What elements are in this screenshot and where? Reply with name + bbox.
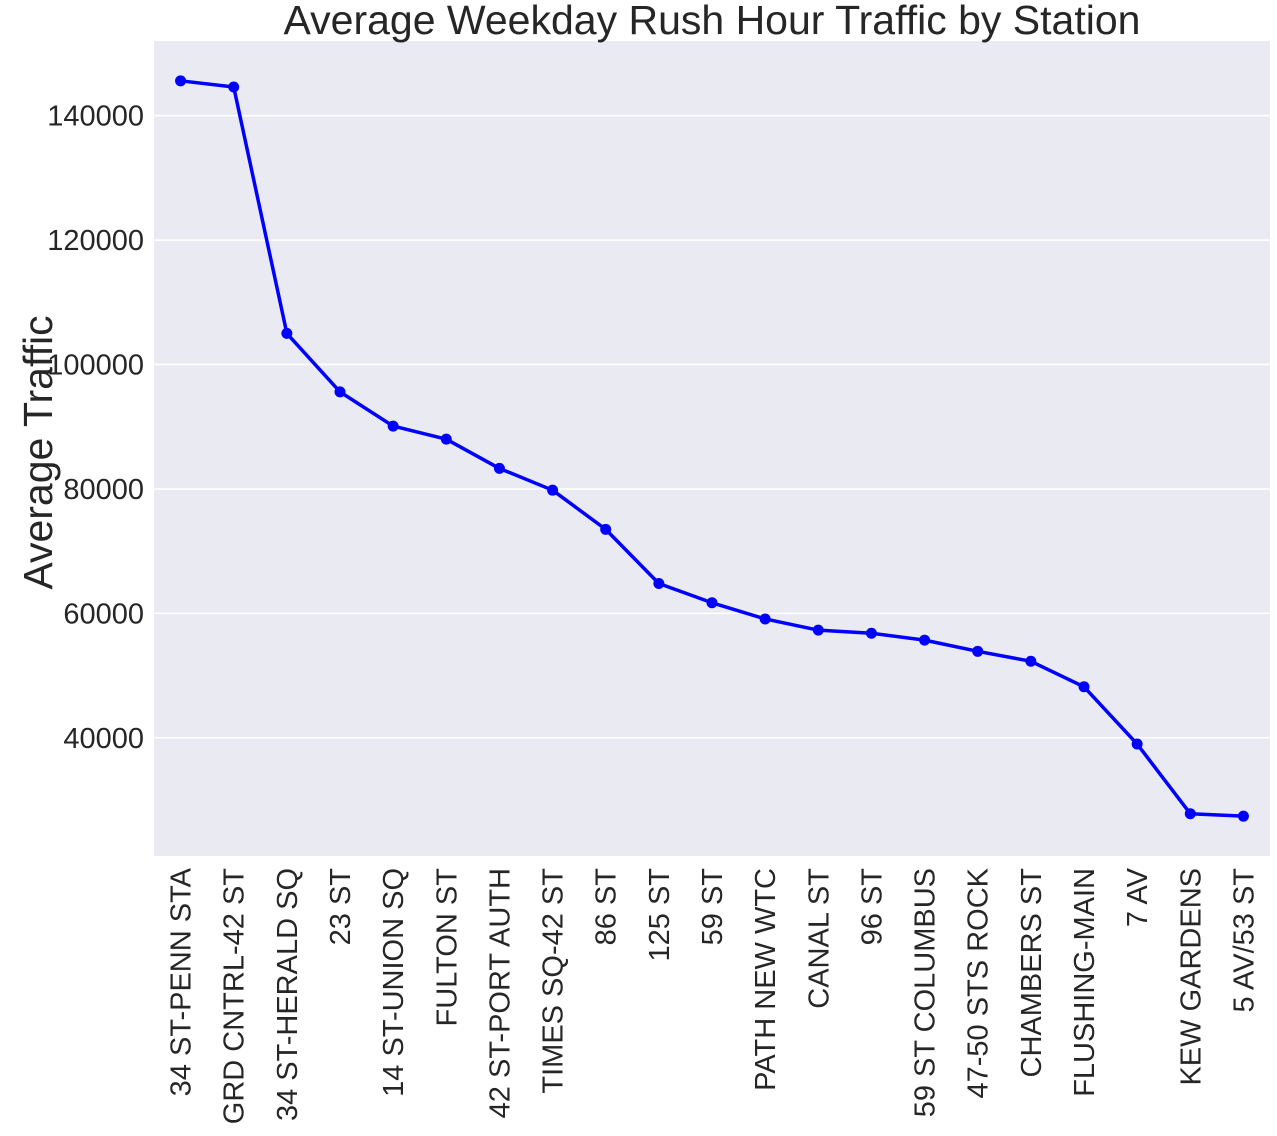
data-points <box>175 75 1249 822</box>
data-point <box>1025 655 1037 667</box>
x-tick-label: 59 ST COLUMBUS <box>910 868 942 1117</box>
data-point <box>600 523 612 535</box>
x-tick-label: PATH NEW WTC <box>750 868 782 1091</box>
x-tick-label: KEW GARDENS <box>1175 868 1207 1086</box>
x-tick-label: 7 AV <box>1122 867 1154 927</box>
x-tick-label: TIMES SQ-42 ST <box>538 868 570 1094</box>
data-point <box>759 613 771 625</box>
data-point <box>706 597 718 609</box>
y-tick-label: 60000 <box>63 598 144 630</box>
x-tick-label: 42 ST-PORT AUTH <box>484 868 516 1118</box>
data-point <box>1184 808 1196 820</box>
x-tick-label: 34 ST-HERALD SQ <box>272 868 304 1121</box>
y-axis-label: Average Traffic <box>15 315 61 589</box>
data-point <box>812 624 824 636</box>
data-point <box>175 75 187 87</box>
data-point <box>865 627 877 639</box>
data-point <box>228 81 240 93</box>
x-tick-label: 86 ST <box>591 868 623 946</box>
data-point <box>493 462 505 474</box>
data-point <box>972 645 984 657</box>
y-tick-label: 40000 <box>63 723 144 755</box>
data-point <box>334 386 346 398</box>
x-tick-label: 125 ST <box>644 868 676 962</box>
grid-lines <box>154 114 1270 739</box>
x-tick-label: CANAL ST <box>803 868 835 1009</box>
x-tick-label: 59 ST <box>697 868 729 946</box>
data-point <box>919 634 931 646</box>
data-point <box>653 578 665 590</box>
x-tick-label: 47-50 STS ROCK <box>963 867 995 1098</box>
y-axis-ticks: 40000 60000 80000 100000 120000 140000 <box>47 101 144 755</box>
x-tick-label: GRD CNTRL-42 ST <box>219 868 251 1124</box>
x-tick-label: CHAMBERS ST <box>1016 868 1048 1078</box>
data-point <box>1078 681 1090 693</box>
y-tick-label: 80000 <box>63 474 144 506</box>
data-point <box>387 420 399 432</box>
data-point <box>547 484 559 496</box>
data-point <box>281 327 293 339</box>
y-tick-label: 120000 <box>47 225 144 257</box>
plot-area <box>154 41 1270 856</box>
x-tick-label: FLUSHING-MAIN <box>1069 868 1101 1097</box>
y-tick-label: 140000 <box>47 101 144 133</box>
x-tick-label: 23 ST <box>325 868 357 946</box>
data-point <box>1131 738 1143 750</box>
data-point <box>440 433 452 445</box>
x-tick-label: 96 ST <box>856 868 888 946</box>
x-tick-label: 34 ST-PENN STA <box>166 867 198 1096</box>
x-tick-label: FULTON ST <box>431 868 463 1027</box>
x-tick-label: 5 AV/53 ST <box>1228 868 1260 1013</box>
x-axis-ticks: 34 ST-PENN STA GRD CNTRL-42 ST 34 ST-HERAL… <box>166 867 1261 1124</box>
y-tick-label: 100000 <box>47 350 144 382</box>
data-point <box>1237 810 1249 822</box>
chart-title: Average Weekday Rush Hour Traffic by Sta… <box>284 0 1141 43</box>
x-tick-label: 14 ST-UNION SQ <box>378 868 410 1097</box>
